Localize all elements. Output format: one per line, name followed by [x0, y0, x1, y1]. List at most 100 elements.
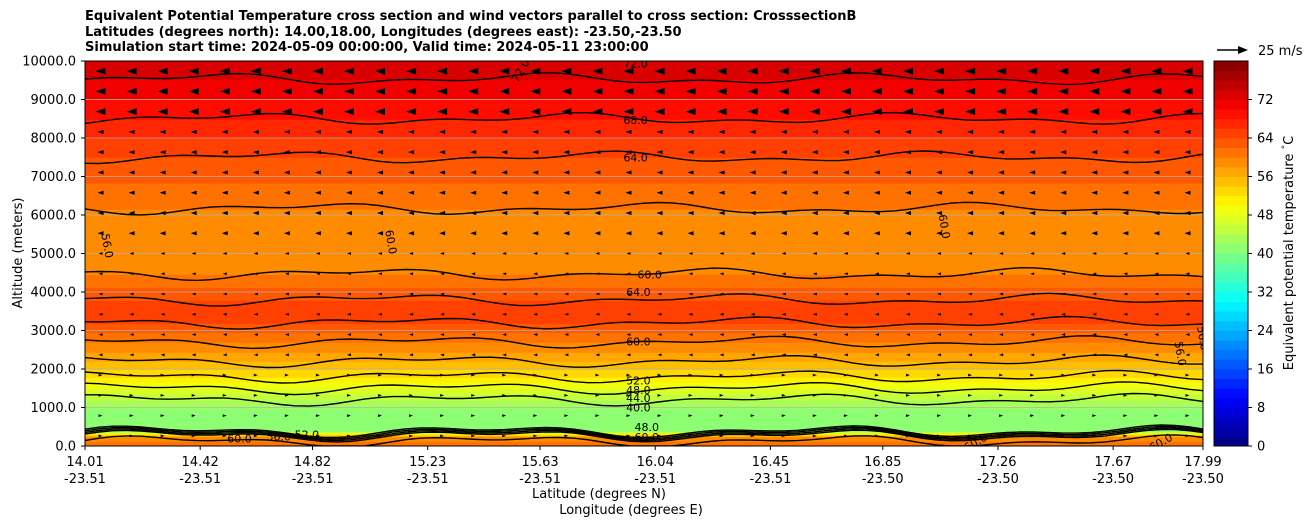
contour-band	[85, 208, 1203, 211]
wind-vector	[812, 414, 817, 418]
wind-vector	[1060, 170, 1067, 175]
wind-vector	[968, 434, 973, 438]
wind-vector	[378, 353, 383, 357]
contour-line	[85, 292, 1203, 307]
wind-vector	[1154, 252, 1159, 255]
wind-vector	[595, 252, 600, 255]
y-axis-ticks: 0.0 1000.0 2000.0 3000.0 4000.0 5000.0 6000.0 7…	[22, 55, 85, 455]
wind-vector	[873, 231, 880, 236]
wind-vector	[129, 353, 134, 357]
contour-band	[85, 76, 1203, 79]
wind-vector	[967, 210, 974, 216]
wind-vector	[222, 353, 227, 357]
wind-vector	[937, 373, 942, 377]
wind-vector	[871, 67, 882, 75]
wind-vector	[252, 170, 259, 175]
wind-vector	[937, 434, 942, 438]
wind-vector	[967, 231, 974, 236]
wind-vector	[1089, 87, 1100, 95]
colorbar-segment	[1214, 282, 1248, 293]
contour-band	[85, 178, 1203, 181]
wind-vector	[780, 190, 787, 195]
contour-band	[85, 192, 1203, 195]
chart-title: Equivalent Potential Temperature cross s…	[85, 9, 856, 56]
wind-vector	[253, 292, 258, 296]
wind-vector	[253, 353, 258, 357]
wind-vector	[843, 333, 848, 336]
wind-vector	[780, 150, 787, 155]
wind-vector	[378, 272, 383, 276]
wind-vector	[1029, 129, 1036, 135]
wind-vector	[470, 150, 477, 155]
wind-vector	[1182, 67, 1193, 75]
wind-vector	[812, 333, 817, 336]
colorbar-segment	[1214, 311, 1248, 322]
colorbar-segment	[1214, 292, 1248, 303]
wind-vector	[937, 393, 942, 397]
wind-vector	[440, 393, 445, 397]
contour-label: 60.0	[936, 213, 953, 239]
wind-vector	[283, 210, 290, 216]
wind-vector	[532, 150, 539, 155]
x-axis-label: Latitude (degrees N)	[532, 487, 666, 502]
contour-label: 40.0	[626, 402, 651, 415]
contour-band	[85, 100, 1203, 103]
contour-band	[85, 417, 1203, 420]
wind-vector	[188, 87, 199, 95]
wind-vector	[623, 108, 634, 116]
contour-band	[85, 75, 1203, 78]
wind-vector	[95, 67, 106, 75]
y-tick-label: 4000.0	[31, 286, 77, 301]
y-tick-label: 10000.0	[22, 55, 76, 70]
contour-band	[85, 234, 1203, 237]
colorbar-segment	[1214, 253, 1248, 264]
wind-vector	[998, 150, 1005, 155]
wind-vector	[98, 292, 103, 296]
wind-vector	[437, 67, 448, 75]
contour-band	[85, 397, 1203, 400]
wind-vector	[874, 414, 879, 418]
wind-vector	[843, 373, 848, 377]
wind-vector	[377, 170, 384, 175]
wind-vector	[688, 312, 693, 316]
chart-title-line-3: Simulation start time: 2024-05-09 00:00:…	[85, 40, 649, 55]
wind-vector	[781, 414, 786, 418]
wind-vector	[471, 272, 476, 276]
wind-vector	[905, 312, 910, 316]
wind-vector	[1154, 373, 1159, 377]
wind-vector	[284, 272, 289, 276]
contour-band	[85, 193, 1203, 196]
wind-vector	[934, 87, 945, 95]
wind-vector	[283, 170, 290, 175]
contour-band	[85, 308, 1203, 311]
wind-vector	[502, 272, 507, 276]
wind-vector	[936, 150, 943, 155]
contour-band	[85, 378, 1203, 381]
colorbar-segment	[1214, 436, 1248, 447]
wind-vector	[160, 414, 165, 418]
contour-band	[85, 425, 1203, 428]
contour-band	[85, 85, 1203, 88]
wind-vector	[533, 373, 538, 377]
wind-vector	[284, 393, 289, 397]
wind-vector	[128, 170, 135, 175]
wind-vector	[687, 210, 694, 216]
contour-line	[85, 434, 1203, 446]
wind-vector	[594, 150, 601, 155]
x-tick-label-lon: -23.51	[64, 472, 106, 487]
contour-band	[85, 421, 1203, 424]
x-tick-label-lon: -23.51	[634, 472, 676, 487]
colorbar-segment	[1214, 263, 1248, 274]
wind-vector	[1153, 190, 1160, 195]
contour-band	[85, 230, 1203, 233]
wind-vector	[1092, 333, 1097, 336]
contour-band	[85, 61, 1203, 63]
wind-vector	[625, 170, 632, 175]
contour-band	[85, 370, 1203, 373]
quiver-key: 25 m/s	[1217, 44, 1303, 59]
contour-band	[85, 407, 1203, 410]
contour-band	[85, 66, 1203, 69]
wind-vector	[718, 150, 725, 155]
contour-band	[85, 305, 1203, 308]
contour-band	[85, 368, 1203, 371]
